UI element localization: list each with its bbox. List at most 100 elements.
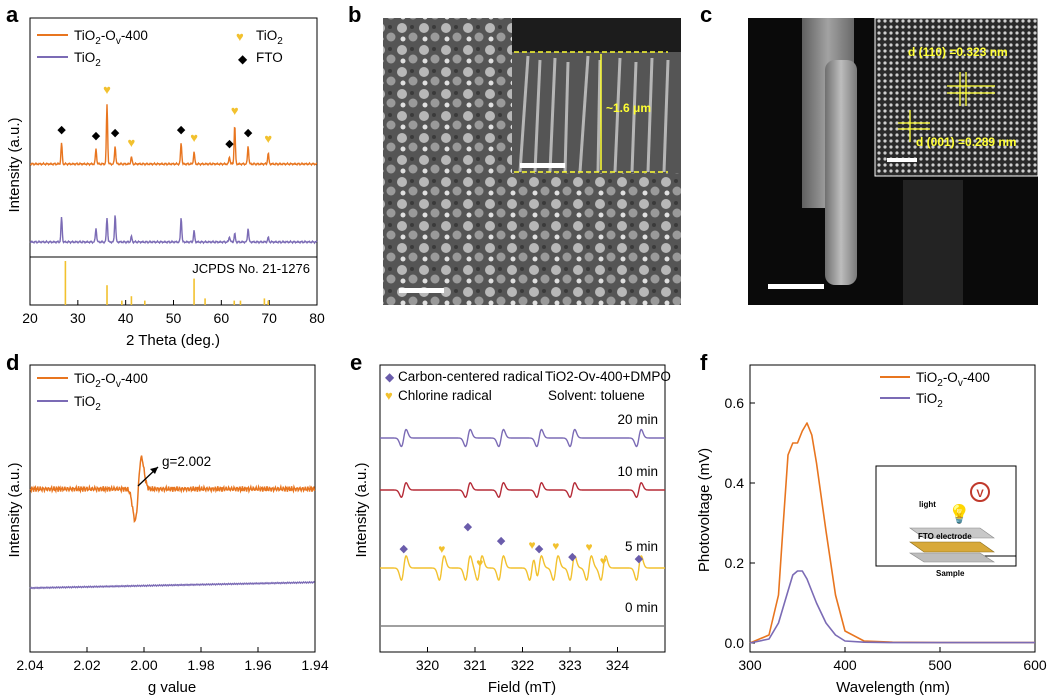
x-tick-label: 1.96 (244, 657, 271, 673)
tem-rod-faint (903, 180, 963, 305)
carbon-radical-marker-icon: ◆ (635, 553, 644, 565)
panel-b-sem-image: ~1.6 μm (383, 18, 681, 305)
panel-f-x-label: Wavelength (nm) (836, 679, 950, 696)
legend-heart-icon: ♥ (385, 388, 393, 403)
panel-e-solvent-label: Solvent: toluene (548, 388, 645, 403)
panel-e-markers: ◆◆◆◆◆ ◆♥♥♥ ♥ ♥♥ (400, 521, 644, 570)
x-tick-label: 60 (214, 310, 230, 326)
panel-e-frame (379, 364, 666, 653)
legend-label-tio2-ov-400: TiO2-Ov-400 (74, 371, 148, 390)
inset-light-label: light (919, 500, 936, 509)
panel-label-c: c (700, 2, 712, 27)
y-tick-label: 0.6 (725, 395, 745, 411)
voltmeter-icon (970, 482, 990, 502)
tem-inset-scale-bar (887, 158, 917, 162)
series-line-tio2-ov-400 (29, 104, 318, 167)
chlorine-radical-marker-icon: ♥ (585, 540, 592, 554)
legend-label-fto: FTO (256, 50, 283, 65)
legend-label-tio2-ov-400: TiO2-Ov-400 (74, 28, 148, 47)
voltmeter-label: V (976, 488, 984, 500)
fto-marker-icon: ◆ (57, 124, 66, 136)
panel-f-legend: TiO2-Ov-400 TiO2 (880, 370, 990, 410)
x-tick-label: 322 (511, 657, 535, 673)
chlorine-radical-marker-icon: ♥ (476, 556, 483, 570)
panel-d-x-label: g value (148, 679, 196, 696)
tem-hrtem-inset (874, 17, 1039, 177)
panel-d-arrowhead-icon (150, 467, 158, 474)
x-tick-label: 1.94 (301, 657, 328, 673)
tio2-marker-icon: ♥ (103, 82, 111, 97)
tio2-marker-icon: ♥ (190, 130, 198, 145)
time-label: 10 min (617, 464, 658, 479)
sem-inset-scale-bar (520, 163, 565, 168)
panel-label-b: b (348, 2, 361, 27)
legend-label-chlorine-radical: Chlorine radical (398, 388, 492, 403)
x-tick-label: 50 (166, 310, 182, 326)
panel-e-y-label: Intensity (a.u.) (353, 462, 370, 557)
series-line-tio2-ov-400 (29, 455, 316, 523)
x-tick-label: 30 (70, 310, 86, 326)
panel-a-xrd: 20 30 40 50 60 70 80 ◆ ◆ ◆ ◆ ◆ ◆ ♥ ♥ ♥ ♥ ♥ JCPDS No. 21-… (6, 17, 325, 349)
x-tick-label: 400 (833, 657, 857, 673)
chlorine-radical-marker-icon: ♥ (528, 538, 535, 552)
legend-label-tio2-ov-400: TiO2-Ov-400 (916, 370, 990, 389)
panel-f-frame (749, 364, 1036, 653)
panel-f-curves (749, 422, 1035, 644)
series-line-20-min (380, 428, 665, 448)
panel-f-ticks: 300 400 500 600 0.0 0.2 0.4 0.6 (725, 395, 1047, 673)
fto-marker-icon: ◆ (92, 130, 101, 142)
panel-label-a: a (6, 2, 19, 27)
legend-label-tio2: TiO2 (916, 391, 943, 410)
inset-fto-label: FTO electrode (918, 532, 972, 541)
inset-bottom-plate (908, 552, 996, 563)
panel-e-curves (380, 428, 665, 627)
x-tick-label: 80 (309, 310, 325, 326)
carbon-radical-marker-icon: ◆ (535, 543, 544, 555)
panel-e-x-ticks: 320 321 322 323 324 (416, 647, 630, 673)
panel-label-e: e (350, 350, 362, 375)
series-line-tio2 (749, 570, 1035, 644)
panel-d-curves (29, 455, 316, 590)
y-tick-label: 0.2 (725, 555, 745, 571)
series-line-tio2 (29, 215, 318, 245)
panel-c-tem-image: d (110) =0.323 nm d (001) =0.289 nm (748, 17, 1039, 305)
tio2-marker-icon: ♥ (264, 131, 272, 146)
inset-top-plate (909, 527, 995, 539)
panel-label-f: f (700, 350, 708, 375)
series-line-10-min (380, 481, 665, 499)
sem-scale-bar (399, 288, 444, 293)
panel-d-legend: TiO2-Ov-400 TiO2 (37, 371, 148, 413)
panel-e-time-labels: 20 min 10 min 5 min 0 min (617, 412, 658, 615)
panel-a-y-label: Intensity (a.u.) (6, 117, 23, 212)
panel-a-reference-label: JCPDS No. 21-1276 (192, 261, 310, 276)
legend-heart-icon: ♥ (236, 29, 244, 44)
fto-marker-icon: ◆ (177, 124, 186, 136)
x-tick-label: 300 (738, 657, 762, 673)
chlorine-radical-marker-icon: ♥ (438, 542, 445, 556)
sem-inset-rods (518, 55, 670, 173)
panel-label-d: d (6, 350, 19, 375)
panel-e-system-label: TiO2-Ov-400+DMPO (545, 369, 671, 384)
carbon-radical-marker-icon: ◆ (400, 543, 409, 555)
x-tick-label: 600 (1023, 657, 1047, 673)
tem-scale-bar (768, 284, 824, 289)
fto-marker-icon: ◆ (244, 127, 253, 139)
x-tick-label: 20 (22, 310, 38, 326)
x-tick-label: 2.04 (16, 657, 43, 673)
carbon-radical-marker-icon: ◆ (568, 551, 577, 563)
x-tick-label: 40 (118, 310, 134, 326)
legend-diamond-icon: ◆ (238, 52, 248, 66)
tem-d110-label: d (110) =0.323 nm (908, 45, 1008, 59)
panel-d-x-ticks: 2.04 2.02 2.00 1.98 1.96 1.94 (16, 647, 329, 673)
panel-e-legend: ◆ Carbon-centered radical ♥ Chlorine rad… (385, 369, 671, 403)
time-label: 5 min (625, 539, 658, 554)
panel-d-g-annotation: g=2.002 (162, 454, 211, 469)
panel-f-y-label: Photovoltage (mV) (696, 448, 713, 572)
x-tick-label: 324 (606, 657, 630, 673)
panel-a-legend: TiO2-Ov-400 TiO2 ♥ TiO2 ◆ FTO (37, 28, 283, 69)
fto-marker-icon: ◆ (111, 127, 120, 139)
chlorine-radical-marker-icon: ♥ (552, 539, 559, 553)
inset-sample-label: Sample (936, 569, 965, 578)
